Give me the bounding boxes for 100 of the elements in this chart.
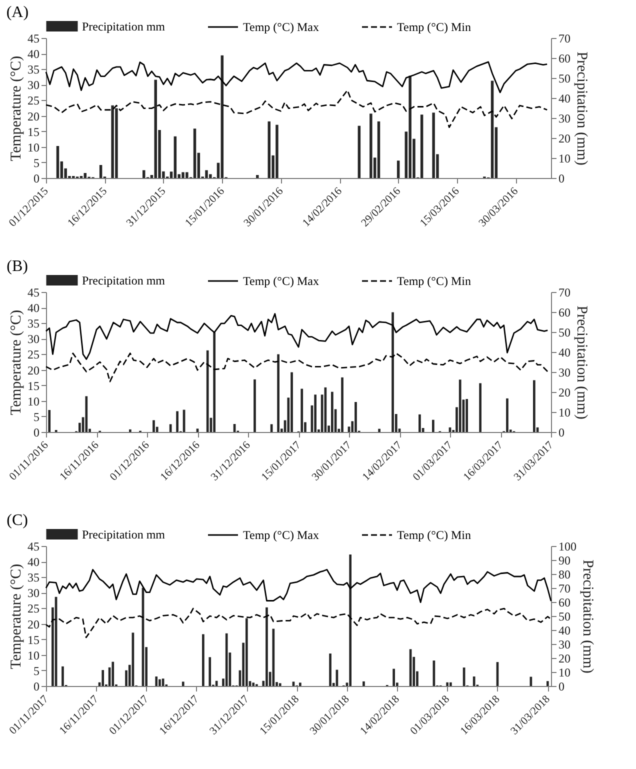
bar	[111, 105, 114, 178]
bar	[378, 428, 380, 432]
y2-tick-label: 60	[558, 306, 570, 320]
y-tick-label: 10	[28, 648, 40, 662]
bar	[349, 554, 352, 686]
bar	[370, 114, 372, 178]
bar	[182, 172, 184, 178]
y-tick-label: 45	[28, 286, 40, 300]
y2-tick-label: 0	[558, 172, 564, 186]
bar	[176, 411, 178, 432]
bar	[396, 160, 400, 178]
bar	[392, 668, 395, 686]
bar	[276, 124, 278, 178]
y2-tick-label: 20	[558, 132, 570, 146]
bar	[128, 429, 132, 432]
line-series	[45, 61, 548, 94]
legend-label: Temp (°C) Max	[243, 20, 319, 34]
bar	[278, 683, 282, 686]
bar	[300, 388, 304, 432]
bar	[252, 682, 255, 686]
y-tick-label: 35	[28, 316, 40, 331]
y2-tick-label: 60	[558, 52, 570, 66]
y2-tick-label: 100	[558, 540, 576, 554]
bar	[206, 350, 209, 432]
bar	[362, 681, 365, 686]
legend-label: Temp (°C) Min	[397, 20, 471, 34]
bar	[490, 80, 494, 178]
line-series	[45, 90, 548, 128]
bar	[272, 628, 275, 686]
bar	[532, 380, 536, 432]
y2-tick-label: 0	[558, 680, 564, 694]
y2-tick-label: 70	[558, 286, 570, 300]
bar	[472, 676, 476, 686]
bar	[420, 114, 424, 178]
y-tick-label: 25	[28, 94, 40, 108]
y-tick-label: 45	[28, 540, 40, 554]
y2-tick-label: 30	[558, 638, 570, 652]
bar	[314, 394, 317, 432]
y2-axis-title: Precipitation (mm)	[574, 52, 590, 166]
y-axis-title: Temperature (°C)	[8, 310, 24, 416]
bar	[208, 657, 212, 686]
bar	[268, 121, 271, 178]
bar	[209, 174, 212, 178]
y2-tick-label: 10	[558, 666, 570, 680]
bar	[193, 128, 196, 178]
bar	[256, 175, 259, 178]
bar	[466, 399, 468, 432]
y-tick-label: 35	[28, 62, 40, 77]
bar	[152, 420, 155, 432]
y2-tick-label: 40	[558, 346, 570, 360]
y2-tick-label: 50	[558, 326, 570, 340]
bar	[408, 76, 412, 178]
chart-title: (C)	[6, 512, 28, 529]
bar	[205, 170, 208, 178]
bar	[48, 410, 51, 432]
y-tick-label: 15	[28, 124, 40, 139]
y-tick-label: 0	[34, 426, 40, 440]
y2-tick-label: 60	[558, 596, 570, 610]
bar	[330, 392, 334, 432]
bar	[458, 380, 462, 432]
bar	[446, 682, 448, 686]
y2-tick-label: 50	[558, 610, 570, 624]
y-tick-label: 20	[28, 617, 40, 632]
y2-tick-label: 70	[558, 32, 570, 46]
bar	[154, 80, 157, 178]
bar	[202, 634, 204, 686]
y-tick-label: 15	[28, 632, 40, 647]
y2-tick-label: 90	[558, 554, 570, 568]
bar	[174, 136, 177, 178]
bar	[479, 383, 482, 432]
bar	[432, 420, 434, 432]
chart-title: (B)	[6, 258, 28, 275]
bar	[245, 618, 248, 686]
bar	[299, 682, 302, 686]
y2-tick-label: 20	[558, 386, 570, 400]
y2-tick-label: 0	[558, 426, 564, 440]
y-tick-label: 20	[28, 109, 40, 124]
y-tick-label: 30	[28, 78, 40, 92]
y-tick-label: 15	[28, 378, 40, 393]
bar	[56, 146, 60, 178]
bar	[418, 414, 421, 432]
y2-tick-label: 40	[558, 92, 570, 106]
y-tick-label: 40	[28, 301, 40, 316]
line-series	[45, 352, 548, 382]
y-tick-label: 35	[28, 570, 40, 585]
bar	[546, 681, 549, 686]
y-axis-title: Temperature (°C)	[8, 564, 24, 670]
y-tick-label: 30	[28, 586, 40, 600]
y2-tick-label: 30	[558, 366, 570, 380]
y2-axis-title: Precipitation (mm)	[580, 560, 596, 674]
y-tick-label: 10	[28, 140, 40, 154]
bar	[85, 396, 88, 432]
bar	[102, 670, 104, 686]
y-tick-label: 30	[28, 332, 40, 346]
bar	[158, 679, 161, 686]
y-tick-label: 10	[28, 394, 40, 408]
y2-tick-label: 30	[558, 112, 570, 126]
y-tick-label: 5	[34, 410, 40, 424]
bar	[358, 126, 361, 178]
y2-axis-title: Precipitation (mm)	[574, 306, 590, 420]
